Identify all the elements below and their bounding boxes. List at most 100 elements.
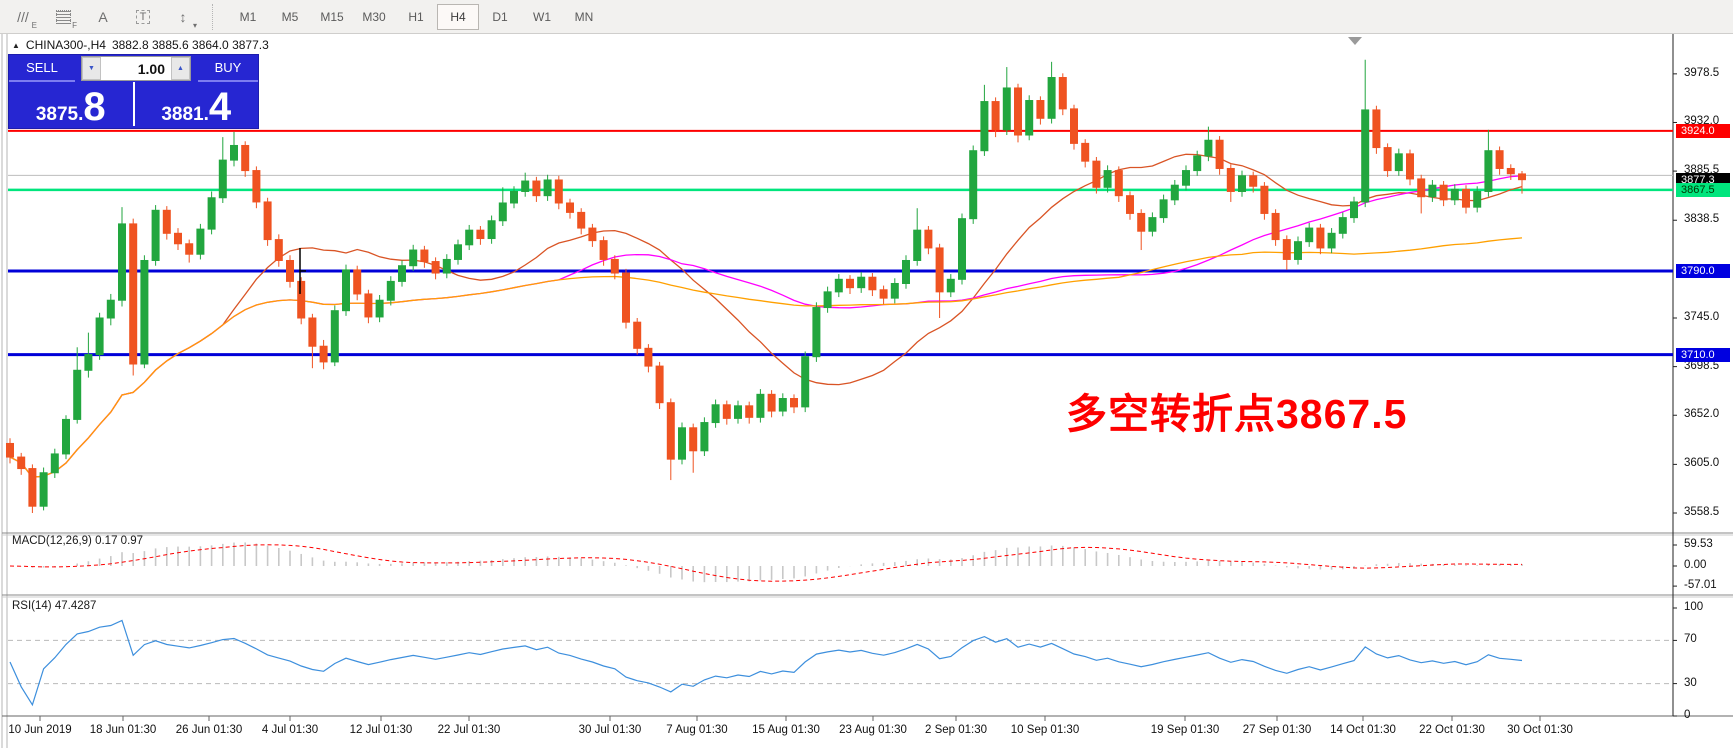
one-click-trading-panel: SELL ▼ ▲ BUY 3875.8 3881.4 <box>8 54 259 129</box>
timeframe-w1[interactable]: W1 <box>533 9 551 24</box>
volume-stepper: ▼ ▲ <box>81 56 191 81</box>
timeframe-m15[interactable]: M15 <box>320 9 344 24</box>
text-box-icon[interactable]: T <box>126 4 160 30</box>
time-axis-label: 10 Jun 2019 <box>8 724 72 736</box>
candle <box>1428 184 1437 198</box>
equidistant-channel-icon[interactable]: ///E <box>17 8 37 30</box>
buy-button[interactable]: BUY <box>198 55 258 82</box>
candle <box>286 259 294 282</box>
ma-20-line <box>9 153 1523 478</box>
candle <box>566 202 574 213</box>
candle <box>230 144 238 161</box>
candle <box>1506 167 1515 175</box>
timeframe-m5[interactable]: M5 <box>281 9 299 24</box>
candle <box>196 228 205 255</box>
candle <box>308 317 317 347</box>
candle <box>140 259 149 365</box>
candle <box>1126 195 1134 214</box>
sell-button[interactable]: SELL <box>9 55 75 82</box>
candle <box>1282 239 1291 260</box>
candle <box>588 227 597 242</box>
rsi-axis-label: 0 <box>1684 709 1691 721</box>
candle <box>386 280 395 301</box>
candle <box>1193 155 1202 172</box>
price-tick-label: 3558.5 <box>1684 506 1720 518</box>
candle <box>1025 100 1034 136</box>
ohlc-readout: 3882.8 3885.6 3864.0 3877.3 <box>111 38 269 52</box>
candle <box>834 278 843 293</box>
timeframe-m1[interactable]: M1 <box>239 9 257 24</box>
candle <box>678 427 686 460</box>
candle <box>622 272 630 323</box>
rsi-line <box>9 619 1523 707</box>
candle <box>1204 139 1213 157</box>
fibonacci-grid-icon[interactable]: F <box>46 4 80 30</box>
candle <box>241 144 250 172</box>
candle <box>1450 188 1459 201</box>
candle <box>1338 217 1347 234</box>
candle <box>319 345 328 363</box>
candle <box>1406 153 1414 180</box>
candle <box>1170 184 1179 201</box>
candle <box>129 223 138 365</box>
arrows-icon[interactable]: ↕ ▾ <box>179 8 198 30</box>
volume-decrease-button[interactable]: ▼ <box>82 57 101 80</box>
candle <box>700 422 709 452</box>
candle <box>1047 77 1056 119</box>
candle <box>252 170 261 203</box>
price-badge-3867.5: 3867.5 <box>1676 182 1730 197</box>
volume-increase-button[interactable]: ▲ <box>171 57 190 80</box>
candle <box>185 243 194 255</box>
time-axis-label: 2 Sep 01:30 <box>924 724 988 736</box>
chart-plot[interactable] <box>0 34 1733 748</box>
timeframe-mn[interactable]: MN <box>574 9 594 24</box>
candle <box>364 293 373 318</box>
toolbar-separator <box>212 3 219 30</box>
candle <box>6 442 14 458</box>
candle <box>1081 142 1090 162</box>
candle <box>655 365 664 404</box>
volume-input[interactable] <box>101 57 171 80</box>
candle <box>868 276 877 291</box>
pivot-annotation: 多空转折点3867.5 <box>1066 391 1408 437</box>
candle <box>1238 175 1246 192</box>
macd-axis-label: -57.01 <box>1684 579 1717 592</box>
candle <box>465 229 474 246</box>
candle <box>1439 184 1448 201</box>
candle <box>1058 77 1067 110</box>
candle <box>790 398 798 408</box>
candle <box>946 278 955 293</box>
timeframe-h4[interactable]: H4 <box>437 3 479 30</box>
rsi-axis-label: 30 <box>1684 676 1697 689</box>
candle <box>1417 178 1426 198</box>
price-badge-3790.0: 3790.0 <box>1676 263 1730 278</box>
candle <box>1226 167 1235 192</box>
candle <box>812 307 821 358</box>
candle <box>857 276 866 289</box>
time-axis-label: 30 Oct 01:30 <box>1507 724 1573 736</box>
candle <box>1182 170 1190 186</box>
candle <box>431 261 440 274</box>
time-axis-label: 22 Jul 01:30 <box>437 724 501 736</box>
time-axis-label: 26 Jun 01:30 <box>175 724 243 736</box>
candle <box>39 472 48 507</box>
timeframe-d1[interactable]: D1 <box>492 9 508 24</box>
sell-price[interactable]: 3875. 8 <box>35 85 106 130</box>
candle <box>62 418 70 455</box>
candle <box>722 404 731 419</box>
timeframe-m30[interactable]: M30 <box>362 9 386 24</box>
candle <box>778 398 787 412</box>
collapse-panel-icon[interactable]: ▲ <box>12 40 20 50</box>
timeframe-h1[interactable]: H1 <box>408 9 424 24</box>
text-label-icon[interactable]: A <box>98 8 108 25</box>
chart-shift-marker-icon <box>1348 37 1362 45</box>
panel-divider <box>132 82 135 126</box>
candle <box>1372 109 1381 149</box>
buy-price[interactable]: 3881. 4 <box>161 85 232 130</box>
candle <box>442 258 451 274</box>
candle <box>823 291 832 309</box>
candle <box>1014 87 1022 136</box>
candle <box>767 393 776 412</box>
candle <box>1484 150 1493 192</box>
